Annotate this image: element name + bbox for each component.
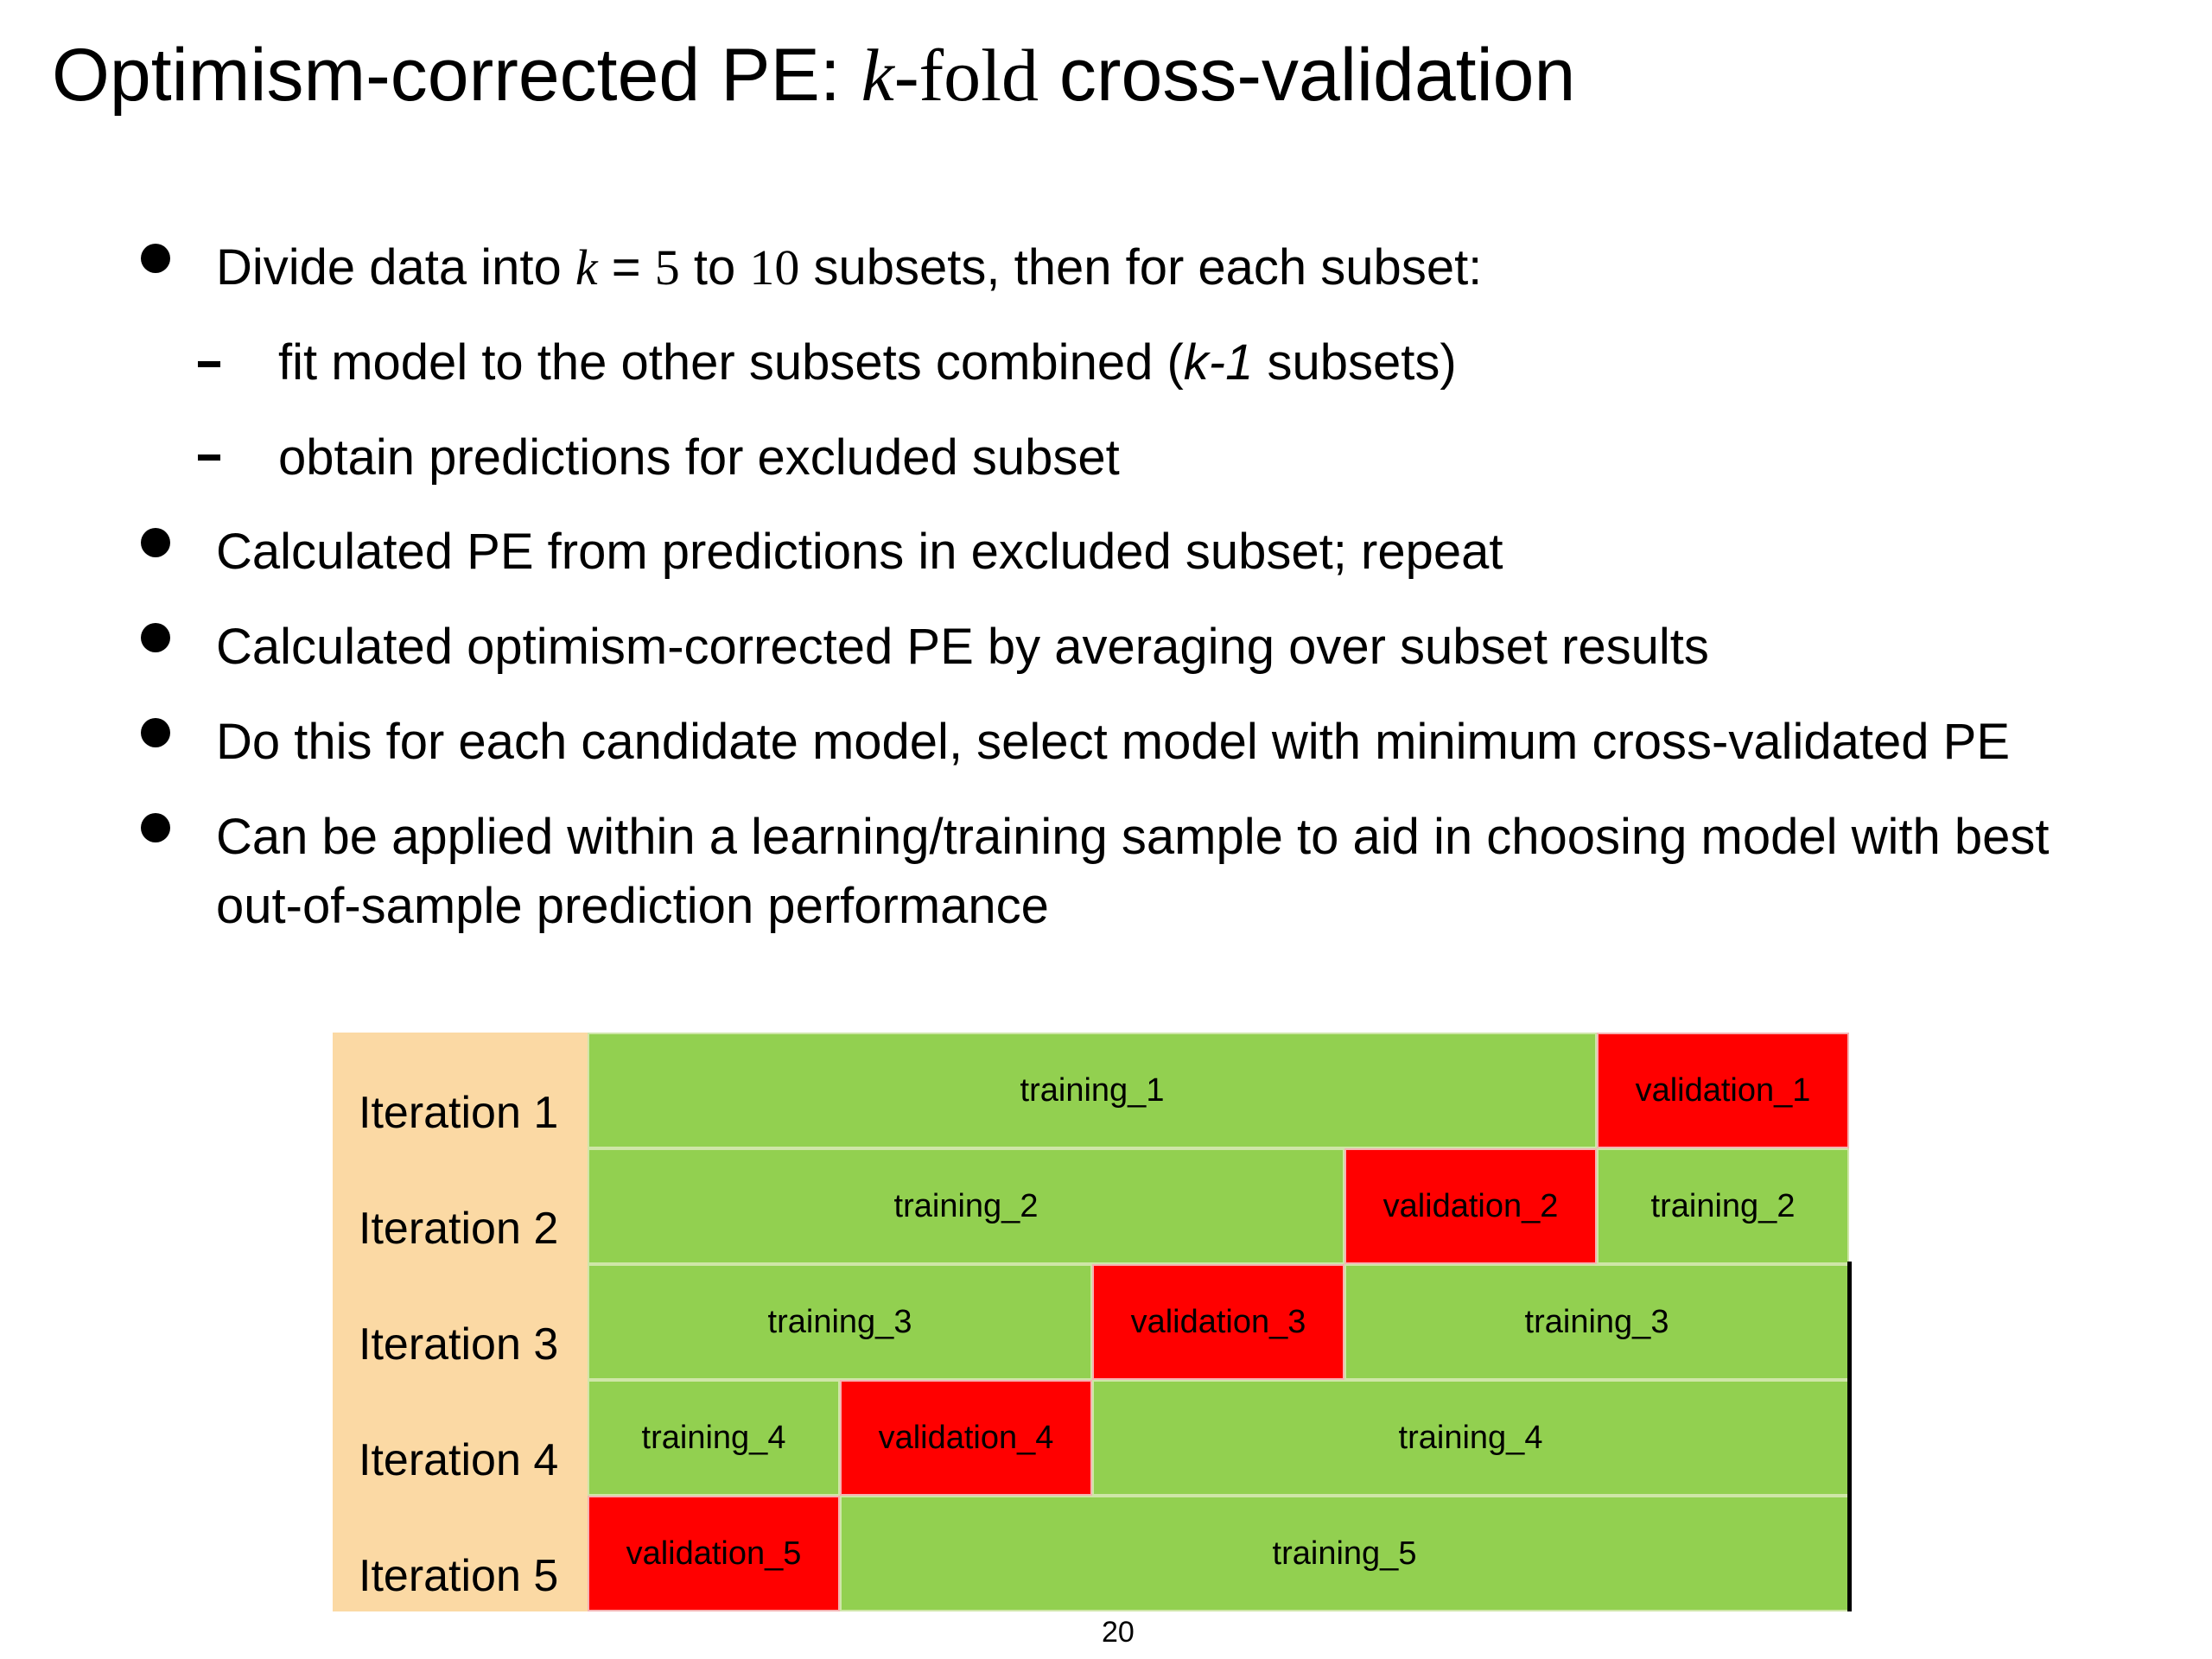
validation-cell: validation_2	[1344, 1148, 1597, 1264]
bullet-1-n1: 5	[654, 239, 680, 296]
bullet-1-k: k	[575, 239, 598, 296]
bullet-dot	[141, 813, 170, 842]
slide-title: Optimism-corrected PE: k-fold cross-vali…	[52, 35, 1575, 117]
title-k: k	[861, 34, 894, 117]
iteration-2-label: Iteration 2	[359, 1204, 559, 1254]
iteration-4-label: Iteration 4	[359, 1435, 559, 1485]
training-cell: training_3	[1344, 1264, 1849, 1380]
bullet-dot	[141, 718, 170, 747]
bullet-1: Divide data into k = 5 to 10 subsets, th…	[216, 240, 1482, 296]
bullet-dot	[141, 528, 170, 557]
bullet-3: Calculated optimism-corrected PE by aver…	[216, 619, 1709, 675]
bullet-dot	[141, 623, 170, 652]
bullet-1-post: subsets, then for each subset:	[799, 239, 1483, 296]
diagram-right-border	[1847, 1262, 1852, 1611]
sub-bullet-2: obtain predictions for excluded subset	[278, 429, 1120, 486]
bullet-5-line-1: Can be applied within a learning/trainin…	[216, 809, 2050, 865]
title-fold: -fold	[893, 34, 1039, 117]
page-number: 20	[1102, 1616, 1135, 1649]
bullet-1-n2: 10	[749, 239, 800, 296]
validation-cell: validation_5	[588, 1496, 840, 1611]
sub-bullet-1-k: k-1	[1183, 334, 1254, 391]
bullet-1-pre: Divide data into	[216, 239, 575, 296]
bullet-1-to: to	[679, 239, 750, 296]
training-cell: training_5	[840, 1496, 1849, 1611]
cv-diagram: Iteration 1 Iteration 2 Iteration 3 Iter…	[333, 1033, 1849, 1611]
training-cell: training_2	[588, 1148, 1344, 1264]
validation-cell: validation_4	[840, 1380, 1092, 1496]
bullet-1-eq: =	[597, 239, 655, 296]
validation-cell: validation_1	[1597, 1033, 1849, 1148]
iteration-label-column	[333, 1033, 588, 1611]
bullet-4: Do this for each candidate model, select…	[216, 714, 2011, 770]
sub-bullet-1: fit model to the other subsets combined …	[278, 335, 1457, 391]
title-prefix: Optimism-corrected PE:	[52, 34, 861, 117]
bullet-2: Calculated PE from predictions in exclud…	[216, 524, 1503, 580]
validation-cell: validation_3	[1092, 1264, 1344, 1380]
iteration-1-label: Iteration 1	[359, 1088, 559, 1138]
bullet-dot	[141, 244, 170, 273]
training-cell: training_3	[588, 1264, 1092, 1380]
training-cell: training_2	[1597, 1148, 1849, 1264]
sub-bullet-dash	[198, 361, 220, 367]
bullet-5-line-2: out-of-sample prediction performance	[216, 878, 1049, 934]
iteration-3-label: Iteration 3	[359, 1319, 559, 1370]
sub-bullet-1-post: subsets)	[1253, 334, 1457, 391]
training-cell: training_4	[1092, 1380, 1849, 1496]
title-suffix: cross-validation	[1038, 34, 1576, 117]
sub-bullet-dash	[198, 454, 220, 461]
training-cell: training_1	[588, 1033, 1597, 1148]
training-cell: training_4	[588, 1380, 840, 1496]
sub-bullet-1-pre: fit model to the other subsets combined …	[278, 334, 1184, 391]
iteration-5-label: Iteration 5	[359, 1551, 559, 1601]
